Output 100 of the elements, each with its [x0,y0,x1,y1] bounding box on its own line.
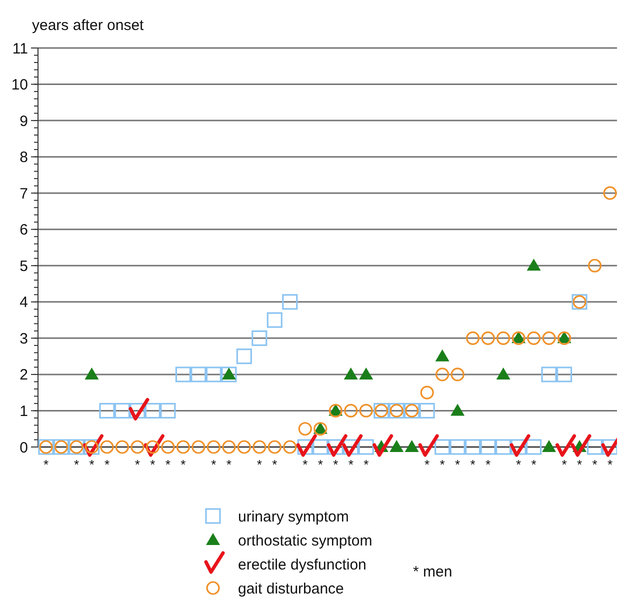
point [176,440,190,454]
point [114,402,130,419]
point [252,440,266,454]
point [495,439,512,455]
point [175,366,191,382]
y-tick-label: 9 [20,112,28,130]
point [236,348,252,364]
point [252,330,268,346]
x-tick-label: * [486,457,491,472]
point [161,440,175,454]
point [420,386,434,400]
point [586,439,603,455]
point [526,331,541,345]
x-tick-label: * [256,457,262,472]
point [144,402,161,419]
point [343,439,359,455]
point [282,294,298,310]
x-tick-label: * [592,457,598,472]
point [450,404,465,416]
point [130,440,144,454]
point [344,404,358,418]
y-tick-label: 3 [20,330,28,348]
point [206,440,220,454]
legend-label: erectile dysfunction [238,556,366,574]
x-tick-label: * [455,457,460,472]
point [418,434,439,457]
legend-label: orthostatic symptom [238,532,372,550]
point [434,439,450,455]
point [588,258,602,272]
point [419,402,435,419]
y-tick-label: 8 [20,149,28,166]
y-tick-label: 10 [11,76,28,94]
point [297,439,313,455]
point [570,434,592,457]
x-tick-label: * [89,457,94,472]
point [130,402,146,419]
x-tick-label: * [516,457,522,472]
x-tick-label: * [440,457,445,472]
point [298,422,312,436]
point [496,331,510,345]
y-tick-label: 6 [20,222,28,239]
x-tick-label: * [211,457,216,472]
point [465,439,481,455]
x-tick-label: * [272,457,278,472]
point [283,440,297,454]
x-tick-label: * [226,457,232,472]
point [146,440,160,454]
y-tick-label: 1 [20,402,28,420]
point [221,366,237,382]
y-tick-label: 2 [20,366,28,384]
y-tick-label: 7 [20,185,28,202]
y-tick-label: 4 [20,294,28,312]
point [466,331,480,345]
point [296,434,317,457]
point [526,439,542,455]
point [190,366,206,382]
point [268,440,282,454]
point [237,440,251,454]
x-tick-label: * [43,457,49,472]
point [359,367,374,380]
point [115,440,130,454]
x-tick-label: * [333,457,338,472]
point [450,368,464,382]
y-tick-label: 5 [20,258,28,275]
x-tick-label: * [576,457,582,472]
y-tick-label: 0 [20,439,28,456]
point [481,331,495,345]
point [542,331,556,345]
point [358,439,374,455]
point [541,366,557,382]
point [84,367,99,380]
point [344,367,358,380]
y-tick-label: 11 [12,40,28,58]
text: * men [413,563,452,580]
x-tick-label: * [607,457,613,472]
x-tick-label: * [318,457,323,472]
x-tick-label: * [562,457,567,472]
x-tick-label: * [134,457,140,472]
point [526,258,541,271]
point [266,312,282,328]
point [192,440,206,454]
point [603,186,617,200]
point [450,439,466,455]
point [326,434,348,457]
point [100,440,114,454]
x-tick-label: * [348,457,354,472]
point [222,367,236,380]
x-tick-label: * [104,457,110,472]
x-tick-label: * [150,457,156,472]
point [510,434,530,457]
x-tick-label: * [364,457,369,472]
x-tick-label: * [180,457,186,472]
x-tick-label: * [470,457,476,472]
x-tick-label: * [165,457,170,472]
x-tick-label: * [302,457,308,472]
legend-label: urinary symptom [238,508,349,526]
point [206,366,222,382]
point [404,440,419,452]
point [222,440,236,454]
point [510,439,526,455]
